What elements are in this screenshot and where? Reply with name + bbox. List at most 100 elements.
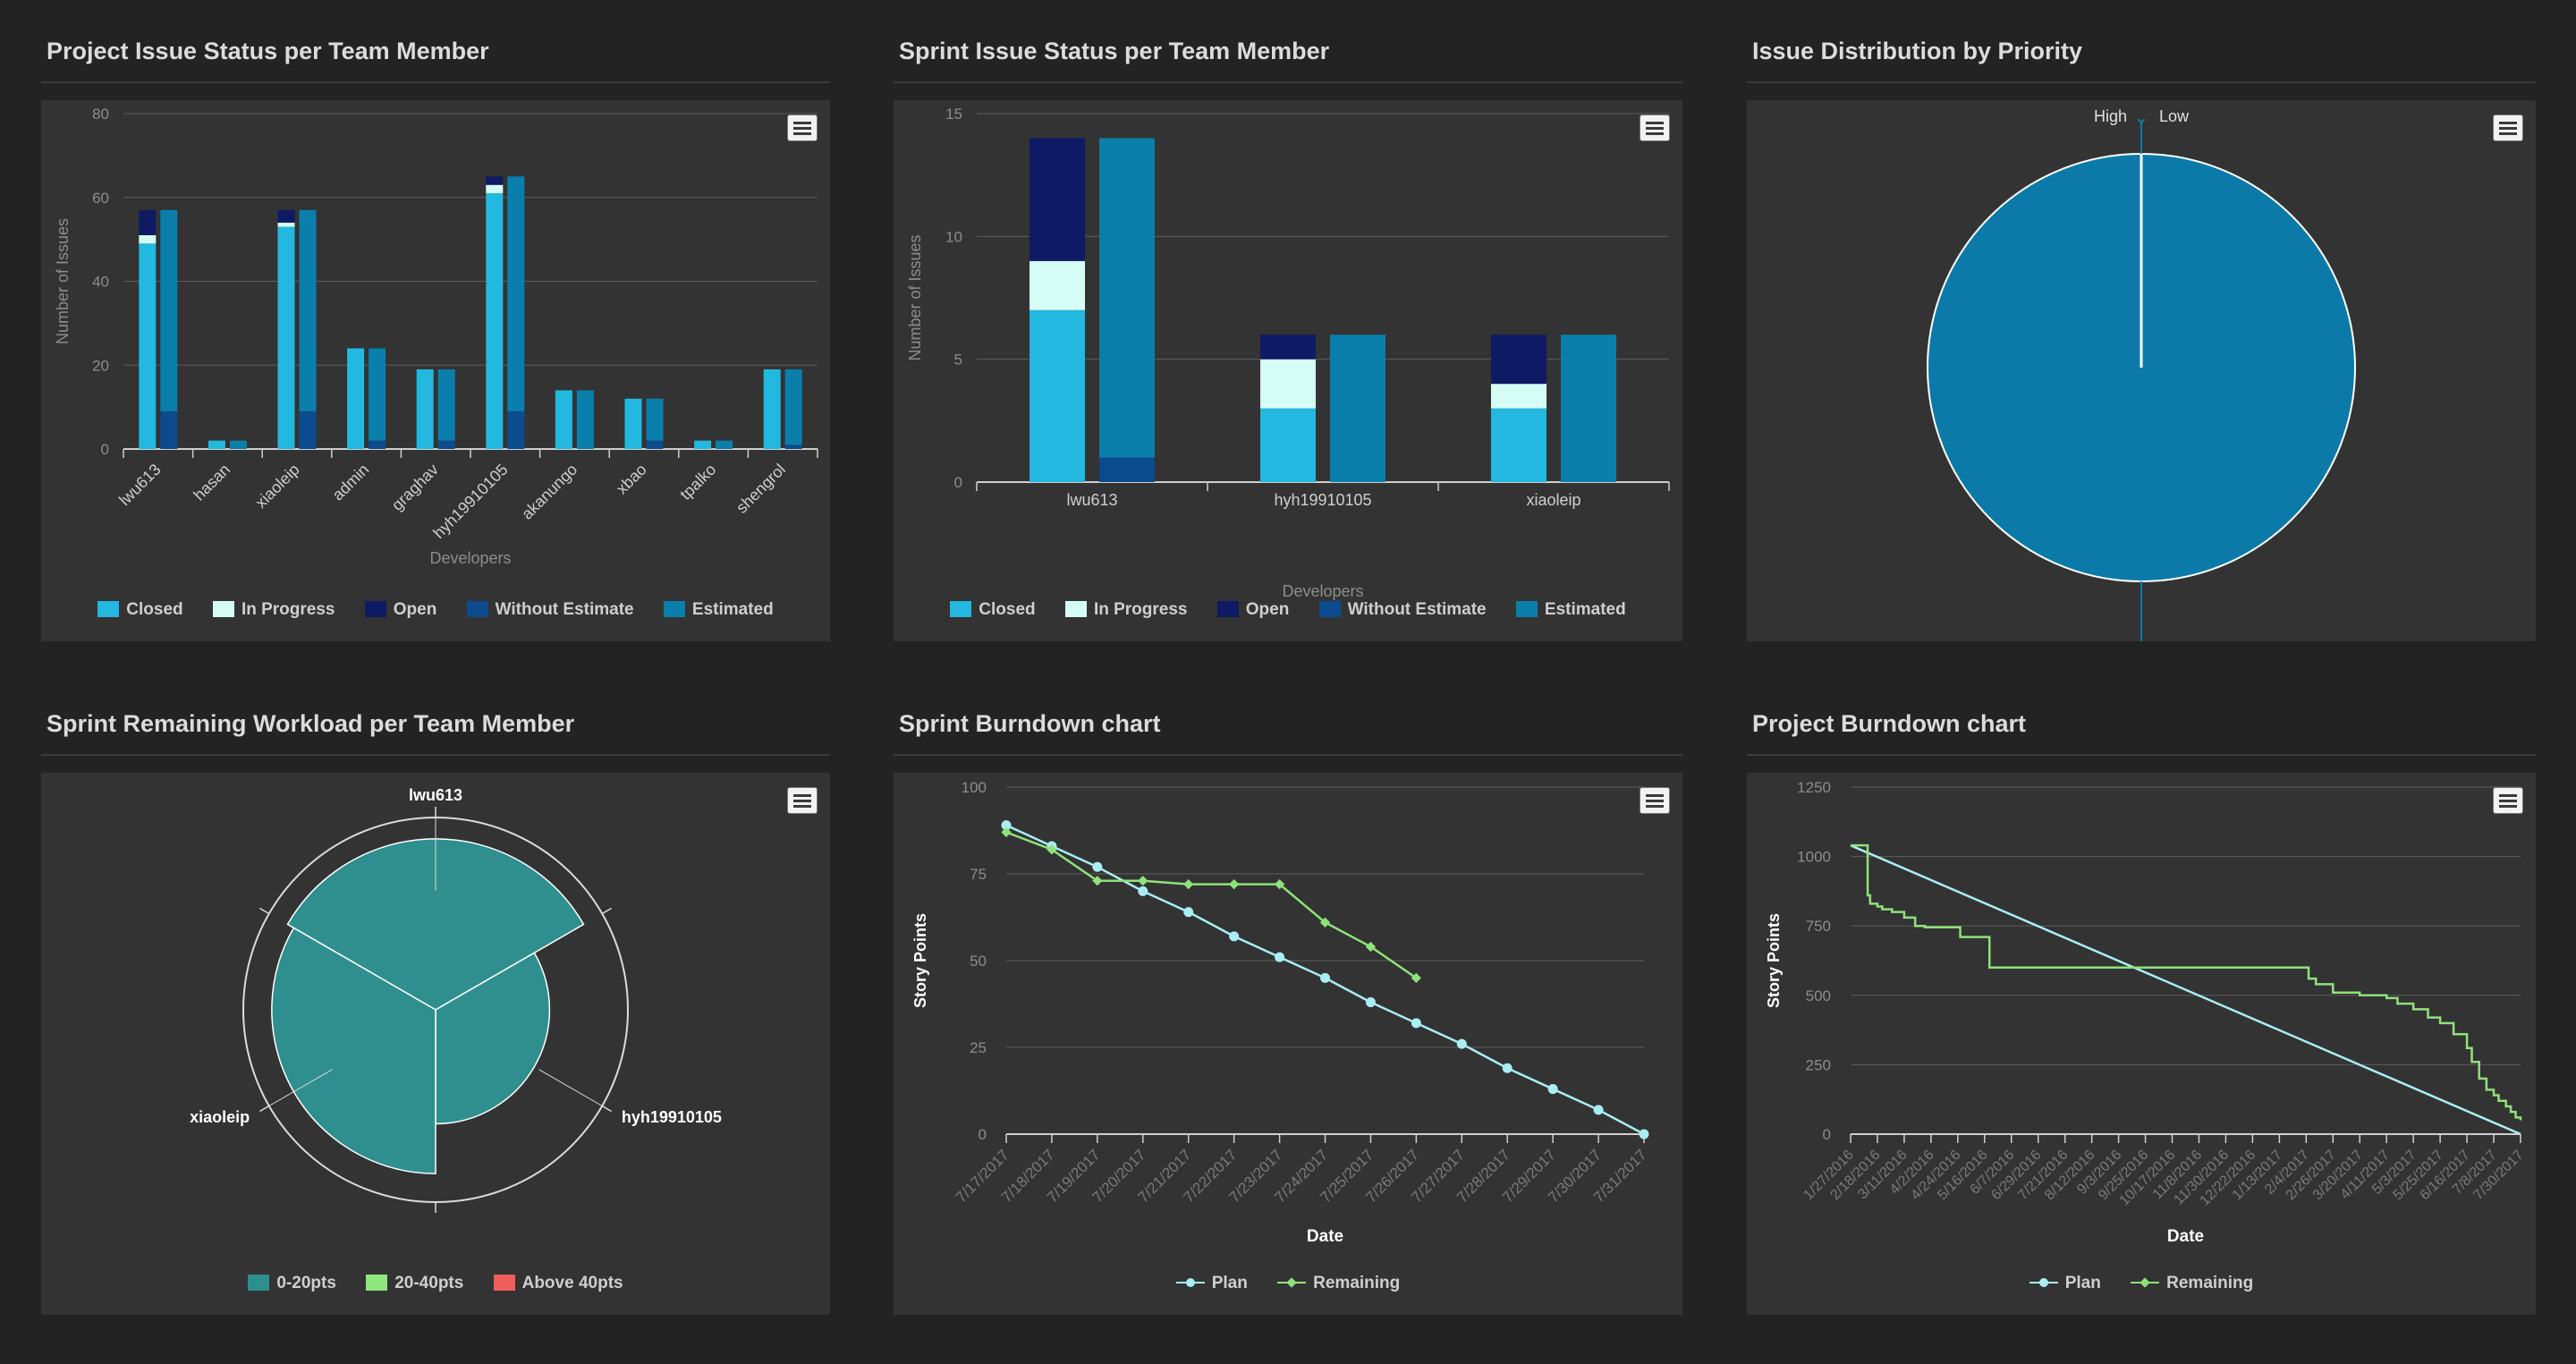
point-remaining [1228, 878, 1240, 890]
y-tick-label: 250 [1806, 1056, 1831, 1073]
x-tick-label: xiaoleip [1526, 491, 1580, 509]
workload-polar-chart: lwu613 hyh19910105 xiaoleip [190, 786, 722, 1213]
bar-without-estimate [369, 440, 386, 449]
x-tick-label: xiaoleip [252, 461, 303, 512]
legend-item-plan[interactable]: Plan [2029, 1274, 2101, 1293]
chart-legend: Closed In Progress Open Without Estimate… [894, 600, 1682, 620]
bar-without-estimate [437, 440, 455, 449]
title-divider [1747, 754, 2536, 756]
chart-area: 0 250 500 750 1000 1250 1/27/2016 2/18/2016 3/11… [1747, 773, 2536, 1315]
pie-label-low: Low [2159, 107, 2190, 125]
bar-estimated [1561, 335, 1616, 482]
legend-marker [1277, 1275, 1307, 1291]
bar-estimated [369, 348, 386, 441]
polar-spoke [538, 1069, 603, 1106]
legend-swatch [366, 1275, 388, 1291]
legend-item-0-20pts[interactable]: 0-20pts [248, 1274, 336, 1293]
legend-item-above-40pts[interactable]: Above 40pts [493, 1274, 623, 1293]
panel-sprint-burndown: Sprint Burndown chart 0 25 50 75 100 7/17/201… [894, 698, 1682, 1315]
panel-title: Sprint Remaining Workload per Team Membe… [47, 710, 575, 737]
point-remaining [1183, 878, 1194, 890]
legend-item-in-progress[interactable]: In Progress [212, 600, 335, 620]
legend-item-in-progress[interactable]: In Progress [1064, 600, 1188, 620]
chart-menu-button[interactable] [1640, 787, 1670, 814]
legend-item-without-estimate[interactable]: Without Estimate [1318, 600, 1487, 620]
point-plan [1229, 931, 1240, 942]
chart-area: lwu613 hyh19910105 xiaoleip 0-20pts 20-40p… [41, 773, 830, 1315]
legend-item-closed[interactable]: Closed [97, 600, 183, 620]
point-plan [1547, 1084, 1558, 1095]
series-line-remaining [1851, 843, 2522, 1121]
chart-menu-button[interactable] [2493, 787, 2523, 814]
legend-swatch [1216, 601, 1239, 617]
legend-label: Remaining [2166, 1274, 2254, 1292]
project-issue-status-chart: 0 20 40 60 80 lwu613 hasan xiaoleip admin graghav… [54, 106, 818, 567]
x-axis-title: Developers [1282, 582, 1363, 600]
legend-label: 20-40pts [394, 1274, 464, 1292]
x-tick-label: xbao [613, 461, 650, 498]
legend-label: Open [393, 600, 437, 619]
bar-without-estimate [160, 411, 178, 449]
y-axis-title: Story Points [911, 913, 929, 1008]
legend-item-estimated[interactable]: Estimated [1515, 600, 1626, 620]
polar-tick [601, 907, 612, 915]
bar-closed [416, 369, 434, 449]
chart-menu-button[interactable] [1640, 114, 1670, 141]
bar-estimated [507, 176, 525, 411]
legend-label: Without Estimate [1347, 600, 1487, 619]
y-tick-label: 750 [1806, 918, 1831, 935]
bar-estimated [437, 369, 455, 441]
point-remaining [1138, 876, 1148, 886]
bar-estimated [646, 398, 664, 441]
bar-open [1260, 335, 1316, 360]
legend-label: Remaining [1313, 1274, 1401, 1292]
point-plan [1320, 972, 1330, 983]
legend-label: In Progress [1093, 600, 1188, 619]
y-tick-label: 50 [970, 953, 987, 970]
bar-closed [624, 398, 642, 449]
legend-swatch [212, 601, 234, 617]
chart-menu-button[interactable] [787, 114, 818, 141]
bar-without-estimate [299, 411, 317, 449]
panel-title: Sprint Issue Status per Team Member [899, 38, 1330, 64]
legend-swatch [950, 601, 972, 617]
y-tick-label: 15 [945, 106, 962, 123]
legend-swatch [1515, 601, 1538, 617]
legend-item-20-40pts[interactable]: 20-40pts [366, 1274, 463, 1293]
legend-item-remaining[interactable]: Remaining [2131, 1274, 2253, 1293]
legend-item-remaining[interactable]: Remaining [1277, 1274, 1400, 1293]
legend-label: Above 40pts [521, 1274, 623, 1292]
bar-closed [555, 390, 572, 449]
point-plan [1275, 952, 1285, 962]
x-tick-label: lwu613 [115, 461, 164, 509]
chart-menu-button[interactable] [2493, 114, 2523, 141]
x-tick-label: lwu613 [1066, 491, 1117, 509]
bar-closed [1260, 408, 1316, 482]
legend-label: Estimated [691, 600, 774, 619]
point-plan [1365, 997, 1376, 1008]
polar-category-label: hyh19910105 [622, 1108, 722, 1126]
legend-label: Plan [2064, 1274, 2101, 1292]
y-axis-title: Number of Issues [54, 218, 72, 344]
polar-sector-hyh19910105 [435, 952, 551, 1125]
x-tick-label: hasan [190, 461, 233, 504]
legend-item-plan[interactable]: Plan [1175, 1274, 1248, 1293]
bar-open [1491, 335, 1546, 385]
legend-label: Estimated [1544, 600, 1626, 619]
legend-item-open[interactable]: Open [364, 600, 437, 620]
chart-menu-button[interactable] [787, 787, 818, 814]
legend-item-estimated[interactable]: Estimated [663, 600, 774, 620]
panel-title: Issue Distribution by Priority [1752, 38, 2083, 64]
legend-label: In Progress [241, 600, 335, 619]
y-tick-label: 60 [92, 190, 109, 207]
title-divider [41, 754, 830, 756]
legend-item-closed[interactable]: Closed [950, 600, 1036, 620]
connector-low [2140, 119, 2146, 128]
y-axis-title: Number of Issues [906, 234, 924, 360]
title-divider [894, 81, 1682, 83]
bar-closed [347, 348, 365, 449]
series-line-remaining [1005, 831, 1418, 979]
y-tick-label: 100 [962, 779, 987, 796]
legend-item-without-estimate[interactable]: Without Estimate [466, 600, 634, 620]
legend-item-open[interactable]: Open [1216, 600, 1289, 620]
